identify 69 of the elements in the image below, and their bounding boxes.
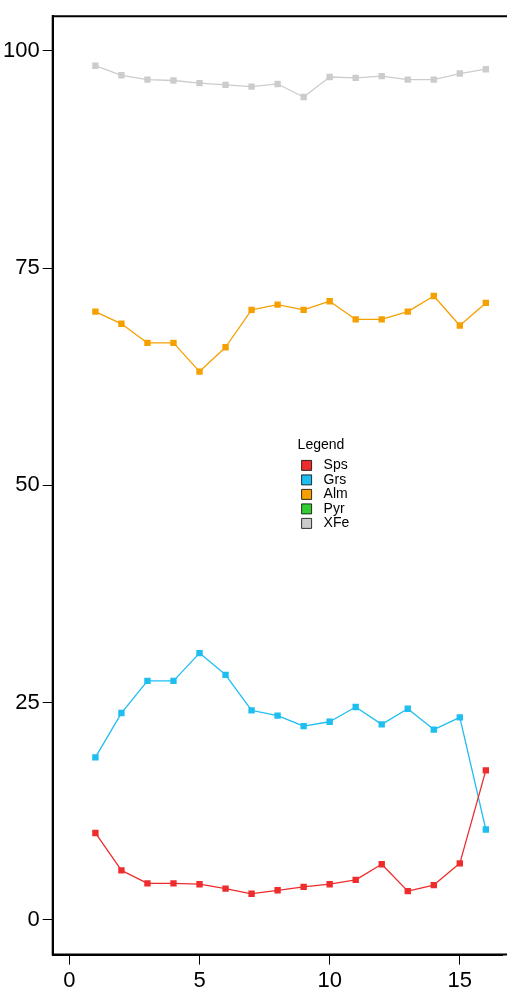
point xyxy=(378,721,385,728)
point xyxy=(170,677,177,685)
y-tick-label: 25 xyxy=(15,688,40,714)
point xyxy=(196,881,203,888)
point xyxy=(430,726,437,733)
legend-label: Sps xyxy=(323,456,348,473)
point xyxy=(144,339,151,347)
point xyxy=(430,76,437,83)
point xyxy=(326,73,333,81)
point xyxy=(326,298,333,305)
point xyxy=(300,722,307,730)
point xyxy=(222,885,229,892)
y-tick-label: 75 xyxy=(15,254,40,280)
point xyxy=(430,881,437,889)
point xyxy=(274,887,281,894)
point xyxy=(92,62,99,69)
point xyxy=(378,316,385,323)
x-tick-label: 15 xyxy=(447,966,473,992)
point xyxy=(456,714,463,721)
legend-label: Pyr xyxy=(323,499,345,516)
point xyxy=(196,79,203,87)
point xyxy=(222,81,229,89)
point xyxy=(144,677,151,685)
point xyxy=(222,344,229,351)
point xyxy=(274,80,281,88)
point xyxy=(118,709,125,717)
point xyxy=(456,860,463,867)
point xyxy=(196,368,203,375)
point xyxy=(144,880,151,887)
point xyxy=(352,316,359,323)
point xyxy=(144,76,151,83)
point xyxy=(170,77,177,84)
point xyxy=(404,76,411,83)
y-tick-label: 100 xyxy=(2,37,40,63)
x-tick-label: 0 xyxy=(63,966,76,992)
point xyxy=(248,83,255,90)
point xyxy=(196,649,203,657)
point xyxy=(170,339,177,347)
point xyxy=(326,881,333,888)
point xyxy=(300,93,307,101)
y-tick-label: 0 xyxy=(27,905,40,931)
point xyxy=(118,867,125,874)
point xyxy=(300,306,307,314)
point xyxy=(92,754,99,761)
point xyxy=(300,883,307,891)
point xyxy=(482,826,490,833)
point xyxy=(326,718,333,725)
point xyxy=(170,880,177,887)
point xyxy=(404,308,411,315)
point xyxy=(118,320,125,327)
x-tick-label: 10 xyxy=(317,966,342,992)
point xyxy=(248,890,255,897)
x-tick-label: 5 xyxy=(193,966,206,992)
legend-label: Grs xyxy=(323,470,347,487)
point xyxy=(274,301,281,308)
point xyxy=(430,292,437,300)
point xyxy=(456,70,463,77)
legend-label: Alm xyxy=(323,485,348,502)
point xyxy=(92,829,99,837)
point xyxy=(456,322,463,329)
legend-title: Legend xyxy=(297,436,345,453)
point xyxy=(274,712,281,719)
y-tick-label: 50 xyxy=(15,471,40,497)
point xyxy=(248,306,255,314)
point xyxy=(222,671,229,678)
point xyxy=(482,767,490,774)
point xyxy=(118,72,125,79)
point xyxy=(248,707,255,714)
point xyxy=(92,308,99,315)
